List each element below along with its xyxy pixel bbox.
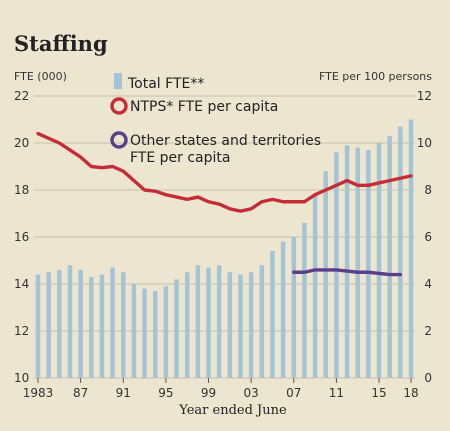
bar-1995	[163, 286, 169, 378]
bar-2010	[323, 171, 328, 378]
legend: Total FTE** NTPS* FTE per capita Other s…	[110, 73, 326, 166]
bar-1983	[35, 274, 41, 378]
bar-2009	[312, 194, 318, 378]
y-left-tick-12: 12	[14, 324, 29, 338]
legend-swatch-ntps	[110, 97, 128, 115]
x-tick-91: 91	[116, 386, 131, 400]
bar-1986	[67, 265, 73, 378]
bar-2002	[238, 274, 243, 378]
bar-2017	[398, 126, 403, 378]
bar-2007	[291, 237, 297, 378]
y-right-tick-12: 12	[417, 89, 432, 103]
bar-1989	[99, 274, 105, 378]
x-tick-87: 87	[73, 386, 88, 400]
bar-1985	[57, 269, 62, 378]
grid-lines	[34, 95, 415, 379]
y-left-tick-22: 22	[14, 89, 29, 103]
line-other-states-fte-per-capita	[292, 268, 403, 277]
x-tick-18: 18	[403, 386, 418, 400]
legend-swatch-other-states	[110, 131, 128, 149]
y-right-tick-8: 8	[424, 183, 432, 197]
bars-total-fte	[35, 119, 414, 378]
bar-1996	[174, 279, 179, 378]
line-ntps-fte-per-capita	[36, 131, 413, 213]
bar-2012	[344, 145, 350, 378]
bar-2003	[248, 272, 254, 378]
y-left-tick-14: 14	[14, 277, 29, 291]
legend-label-total-fte: Total FTE**	[127, 76, 204, 92]
x-axis-label: Year ended June	[178, 403, 287, 418]
y-left-ticks: 10 12 14 16 18 20 22	[14, 89, 29, 385]
bar-2013	[355, 147, 360, 378]
y-right-axis-label: FTE per 100 persons	[319, 70, 432, 83]
bar-2016	[387, 135, 392, 378]
x-tick-99: 99	[201, 386, 216, 400]
bar-2011	[334, 152, 339, 378]
y-left-tick-10: 10	[14, 371, 29, 385]
bar-1994	[152, 291, 158, 378]
y-left-tick-20: 20	[14, 136, 29, 150]
y-right-tick-2: 2	[424, 324, 432, 338]
bar-1990	[110, 267, 115, 378]
bar-2018	[408, 119, 414, 378]
line-series	[36, 131, 413, 277]
y-right-tick-4: 4	[424, 277, 432, 291]
bar-1999	[206, 267, 211, 378]
y-right-tick-0: 0	[424, 371, 432, 385]
bar-1991	[121, 272, 126, 378]
x-tick-1983: 1983	[23, 386, 54, 400]
bar-2000	[216, 265, 222, 378]
x-tick-11: 11	[329, 386, 344, 400]
bar-1992	[131, 284, 137, 378]
bar-2001	[227, 272, 233, 378]
bar-2005	[270, 251, 275, 378]
bar-1984	[46, 272, 51, 378]
legend-label-ntps: NTPS* FTE per capita	[130, 99, 278, 115]
y-right-tick-10: 10	[417, 136, 432, 150]
x-tick-95: 95	[158, 386, 173, 400]
x-ticks: 1983 87 91 95 99 03 07 11 15 18	[23, 378, 419, 400]
bar-2014	[366, 150, 371, 378]
bar-2015	[376, 143, 382, 378]
x-tick-15: 15	[371, 386, 386, 400]
y-left-axis-label: FTE (000)	[14, 70, 67, 83]
x-tick-07: 07	[286, 386, 301, 400]
bar-2008	[302, 222, 307, 378]
bar-2004	[259, 265, 265, 378]
x-tick-03: 03	[244, 386, 259, 400]
legend-swatch-total-fte	[114, 73, 122, 89]
y-left-tick-18: 18	[14, 183, 29, 197]
y-right-tick-6: 6	[424, 230, 432, 244]
bar-2006	[280, 241, 286, 378]
bar-1987	[78, 269, 83, 378]
y-left-tick-16: 16	[14, 230, 29, 244]
legend-label-other-states: Other states and territories FTE per cap…	[130, 133, 326, 166]
chart-title: Staffing	[14, 31, 108, 56]
y-right-ticks: 0 2 4 6 8 10 12	[417, 89, 432, 385]
bar-1988	[89, 276, 94, 378]
bar-1993	[142, 288, 147, 378]
bar-1997	[184, 272, 190, 378]
bar-1998	[195, 265, 201, 378]
